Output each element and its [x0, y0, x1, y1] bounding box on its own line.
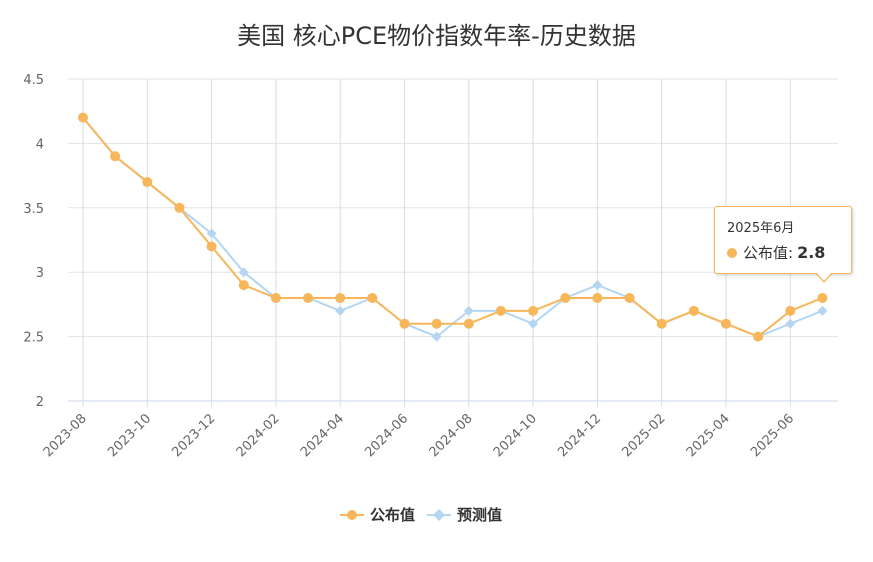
x-tick-label: 2025-02: [620, 411, 669, 460]
data-point[interactable]: [785, 305, 796, 316]
data-point[interactable]: [817, 292, 828, 303]
data-point[interactable]: [463, 305, 474, 316]
chart-title: 美国 核心PCE物价指数年率-历史数据: [237, 22, 636, 50]
tooltip: 2025年6月 公布值: 2.8: [714, 206, 852, 283]
legend: 公布值 预测值: [340, 504, 514, 525]
x-tick-label: 2023-10: [105, 411, 154, 460]
data-point[interactable]: [367, 292, 378, 303]
series-line: [82, 117, 823, 338]
circle-line-icon: [340, 509, 364, 520]
y-tick-label: 3.5: [23, 202, 44, 217]
legend-item-published[interactable]: 公布值: [340, 504, 415, 525]
x-tick-label: 2024-08: [427, 411, 476, 460]
data-point[interactable]: [431, 331, 442, 342]
x-tick-label: 2025-04: [684, 411, 733, 460]
diamond-line-icon: [427, 508, 452, 521]
data-point[interactable]: [817, 305, 828, 316]
legend-label: 预测值: [457, 506, 503, 524]
x-tick-label: 2025-06: [748, 411, 797, 460]
legend-item-forecast[interactable]: 预测值: [427, 504, 502, 525]
data-point[interactable]: [560, 292, 571, 303]
y-tick-label: 4: [36, 137, 44, 152]
x-tick-label: 2024-06: [362, 411, 411, 460]
data-point[interactable]: [785, 318, 796, 329]
data-point[interactable]: [528, 318, 539, 329]
legend-label: 公布值: [370, 506, 416, 524]
tooltip-dot-icon: [727, 247, 737, 258]
data-point[interactable]: [78, 112, 88, 123]
data-point[interactable]: [174, 202, 185, 213]
data-point[interactable]: [624, 292, 635, 303]
series-line: [82, 117, 823, 338]
data-point[interactable]: [303, 292, 314, 303]
y-tick-label: 3: [36, 266, 44, 281]
data-point[interactable]: [721, 318, 731, 329]
x-tick-label: 2024-04: [298, 411, 347, 460]
data-point[interactable]: [688, 305, 699, 316]
data-point[interactable]: [270, 292, 281, 303]
x-tick-label: 2024-12: [555, 411, 604, 460]
data-point[interactable]: [335, 292, 346, 303]
grid: [68, 78, 838, 407]
data-point[interactable]: [238, 280, 249, 291]
tooltip-pointer-inner: [816, 272, 832, 281]
data-point[interactable]: [142, 177, 153, 188]
data-point[interactable]: [463, 318, 474, 329]
tooltip-date: 2025年6月: [727, 221, 795, 236]
data-point[interactable]: [110, 151, 121, 162]
data-point[interactable]: [206, 241, 217, 252]
x-tick-label: 2024-02: [234, 411, 283, 460]
data-point[interactable]: [206, 228, 217, 239]
data-point[interactable]: [399, 318, 410, 329]
data-point[interactable]: [431, 318, 442, 329]
data-point[interactable]: [592, 292, 603, 303]
data-point[interactable]: [495, 305, 506, 316]
y-tick-label: 4.5: [23, 73, 44, 88]
x-tick-label: 2023-12: [169, 411, 218, 460]
x-tick-label: 2024-10: [491, 411, 540, 460]
data-point[interactable]: [592, 280, 603, 291]
data-point[interactable]: [753, 331, 764, 342]
x-tick-label: 2023-08: [41, 411, 90, 460]
y-tick-label: 2: [36, 395, 44, 410]
tooltip-row: 公布值: 2.8: [727, 242, 839, 263]
tooltip-value: 2.8: [797, 243, 826, 262]
data-point[interactable]: [656, 318, 667, 329]
data-point[interactable]: [238, 267, 249, 278]
series: [78, 112, 828, 342]
y-tick-label: 2.5: [23, 331, 44, 346]
data-point[interactable]: [335, 305, 346, 316]
data-point[interactable]: [528, 305, 539, 316]
tooltip-series-label: 公布值:: [743, 244, 794, 262]
